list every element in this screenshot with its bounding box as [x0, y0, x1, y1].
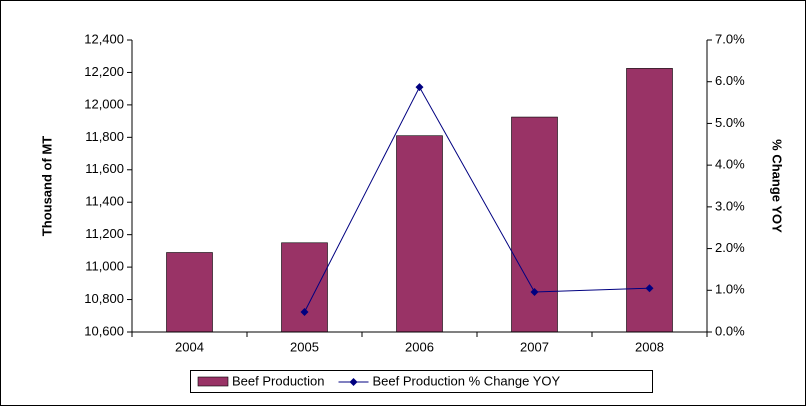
x-tick-label: 2006 [405, 339, 434, 354]
y-tick-label: 11,200 [85, 226, 124, 241]
x-tick-label: 2008 [635, 339, 664, 354]
x-tick-label: 2004 [175, 339, 204, 354]
bar [626, 68, 673, 333]
y2-tick-label: 4.0% [715, 157, 745, 172]
line-marker [415, 83, 424, 92]
y2-tick-label: 7.0% [715, 31, 745, 46]
y2-tick-label: 0.0% [715, 323, 745, 338]
bar [281, 242, 328, 333]
bar [511, 116, 558, 333]
bar [166, 252, 213, 333]
y-tick-label: 12,200 [84, 64, 124, 79]
x-tick-label: 2007 [520, 339, 549, 354]
y2-axis-title: % Change YOY [770, 139, 785, 233]
line-marker [300, 307, 309, 316]
y-tick-label: 11,400 [85, 194, 124, 209]
line-marker [645, 284, 654, 293]
x-tick-label: 2005 [290, 339, 319, 354]
y-tick-label: 10,800 [84, 291, 124, 306]
legend-box [190, 370, 653, 393]
legend-label: Beef Production % Change YOY [373, 373, 561, 388]
bar [396, 135, 443, 333]
y2-tick-label: 6.0% [715, 73, 745, 88]
y2-tick-label: 5.0% [715, 115, 745, 130]
legend: Beef Production Beef Production % Change … [190, 370, 653, 393]
y-tick-label: 11,600 [85, 161, 124, 176]
y-tick-label: 10,600 [84, 323, 124, 338]
y-tick-label: 12,400 [84, 31, 124, 46]
legend-label: Beef Production [232, 373, 325, 388]
y-tick-label: 11,000 [85, 259, 124, 274]
line-marker [530, 287, 539, 296]
y-axis-title: Thousand of MT [39, 136, 54, 236]
line [304, 86, 650, 313]
y2-tick-label: 3.0% [715, 198, 745, 213]
y-tick-label: 11,800 [85, 129, 124, 144]
legend-marker [349, 378, 358, 386]
y-tick-label: 12,000 [84, 96, 124, 111]
y2-tick-label: 1.0% [715, 282, 745, 297]
y2-tick-label: 2.0% [715, 240, 745, 255]
legend-swatch [197, 376, 229, 387]
